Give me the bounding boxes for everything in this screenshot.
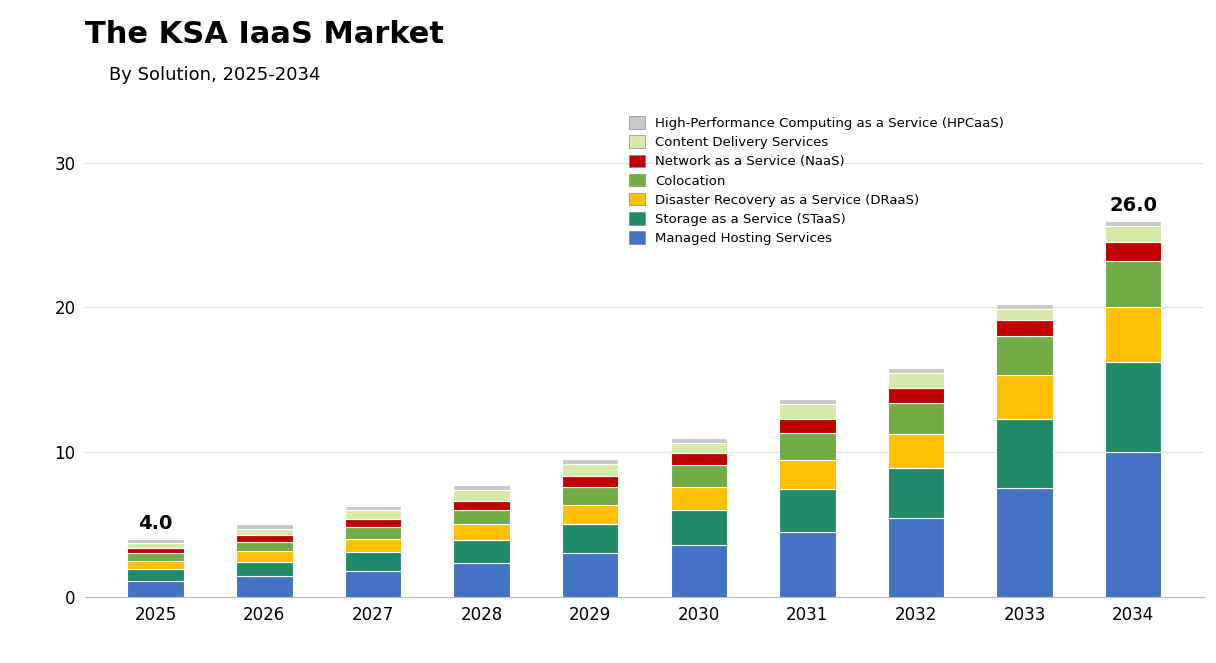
Bar — [236, 576, 293, 597]
Bar — [454, 564, 510, 597]
Bar — [779, 532, 835, 597]
Bar — [562, 464, 619, 476]
Bar — [779, 420, 835, 433]
Bar — [344, 552, 401, 571]
Bar — [128, 539, 184, 542]
Bar — [670, 438, 727, 443]
Bar — [562, 487, 619, 505]
Bar — [1105, 226, 1161, 242]
Bar — [562, 524, 619, 554]
Bar — [670, 465, 727, 487]
Bar — [344, 506, 401, 510]
Bar — [996, 320, 1053, 336]
Bar — [236, 552, 293, 562]
Bar — [779, 404, 835, 420]
Bar — [996, 488, 1053, 597]
Bar — [562, 459, 619, 464]
Bar — [670, 443, 727, 453]
Text: 26.0: 26.0 — [1109, 196, 1158, 215]
Bar — [779, 433, 835, 459]
Bar — [888, 403, 945, 434]
Text: 4.0: 4.0 — [139, 514, 173, 533]
Bar — [236, 542, 293, 552]
Bar — [779, 489, 835, 532]
Bar — [454, 491, 510, 501]
Bar — [344, 526, 401, 539]
Bar — [236, 535, 293, 542]
Bar — [670, 487, 727, 510]
Bar — [996, 419, 1053, 488]
Bar — [236, 562, 293, 576]
Bar — [888, 373, 945, 388]
Bar — [670, 453, 727, 465]
Bar — [128, 553, 184, 561]
Bar — [888, 434, 945, 467]
Bar — [344, 518, 401, 526]
Bar — [888, 518, 945, 597]
Bar — [454, 524, 510, 540]
Bar — [996, 304, 1053, 309]
Bar — [562, 476, 619, 487]
Bar — [1105, 452, 1161, 597]
Bar — [454, 501, 510, 510]
Bar — [344, 571, 401, 597]
Bar — [996, 309, 1053, 320]
Bar — [670, 544, 727, 597]
Bar — [128, 569, 184, 581]
Bar — [562, 505, 619, 524]
Bar — [454, 510, 510, 524]
Bar — [1105, 221, 1161, 226]
Text: By Solution, 2025-2034: By Solution, 2025-2034 — [109, 66, 321, 84]
Bar — [888, 467, 945, 518]
Bar — [779, 459, 835, 489]
Bar — [888, 368, 945, 373]
Bar — [1105, 261, 1161, 308]
Bar — [996, 375, 1053, 419]
Bar — [1105, 242, 1161, 261]
Legend: High-Performance Computing as a Service (HPCaaS), Content Delivery Services, Net: High-Performance Computing as a Service … — [629, 117, 1004, 245]
Bar — [779, 398, 835, 404]
Bar — [128, 581, 184, 597]
Bar — [344, 539, 401, 552]
Bar — [670, 510, 727, 544]
Bar — [454, 485, 510, 491]
Bar — [344, 510, 401, 518]
Bar — [128, 561, 184, 569]
Bar — [996, 336, 1053, 375]
Bar — [888, 388, 945, 403]
Bar — [1105, 308, 1161, 363]
Bar — [128, 548, 184, 553]
Bar — [562, 554, 619, 597]
Bar — [236, 524, 293, 529]
Bar — [236, 529, 293, 535]
Bar — [454, 540, 510, 564]
Text: The KSA IaaS Market: The KSA IaaS Market — [85, 20, 444, 49]
Bar — [1105, 363, 1161, 452]
Bar — [128, 542, 184, 548]
